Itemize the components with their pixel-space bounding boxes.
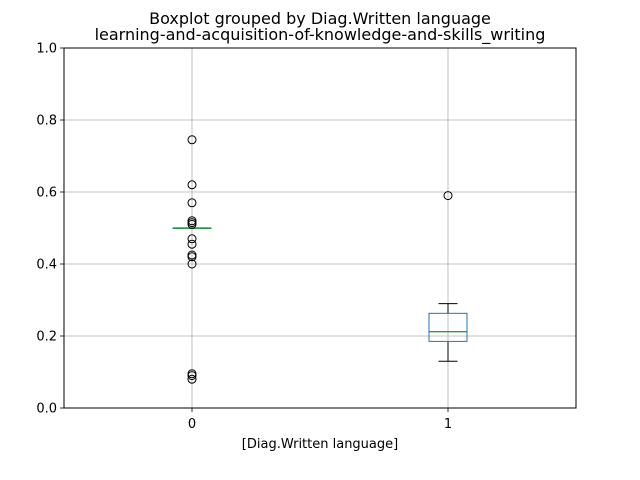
y-tick-label: 0.8 <box>36 114 57 129</box>
box <box>428 312 468 342</box>
outlier-point <box>187 135 197 145</box>
x-tick-label: 0 <box>188 417 196 432</box>
y-tick-label: 0.6 <box>36 186 57 201</box>
outlier-point <box>187 371 197 381</box>
box-group-1 <box>428 191 468 362</box>
outlier-point <box>187 259 197 269</box>
outlier-point <box>187 374 197 384</box>
x-axis-label: [Diag.Written language] <box>242 437 398 452</box>
y-tick-label: 1.0 <box>36 42 57 57</box>
outlier-point <box>187 219 197 229</box>
y-tick-label: 0.2 <box>36 330 57 345</box>
outlier-point <box>187 234 197 244</box>
outlier-point <box>187 239 197 249</box>
outlier-point <box>187 180 197 190</box>
y-axis: 0.0 0.2 0.4 0.6 0.8 1.0 <box>36 42 64 417</box>
y-tick-label: 0.4 <box>36 258 57 273</box>
outlier-point <box>187 252 197 262</box>
axes-frame <box>63 47 577 409</box>
chart-title-line-1: Boxplot grouped by Diag.Written language <box>149 9 491 28</box>
box-group-0 <box>172 135 212 384</box>
x-tick-label: 1 <box>444 417 452 432</box>
plot-area <box>172 135 468 384</box>
y-tick-label: 0.0 <box>36 402 57 417</box>
chart-title-line-2: learning-and-acquisition-of-knowledge-an… <box>95 25 546 45</box>
outlier-point <box>187 198 197 208</box>
outlier-point <box>443 191 453 201</box>
